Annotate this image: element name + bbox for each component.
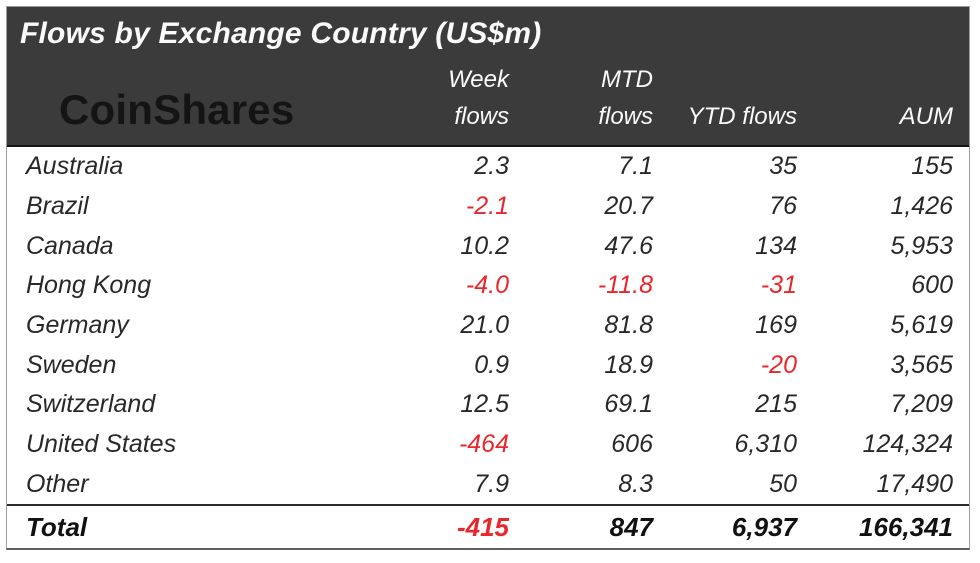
cell-week-flows: 0.9 — [474, 350, 509, 379]
cell-week-flows: -2.1 — [465, 192, 509, 220]
cell-total-ytd-flows: 6,937 — [731, 511, 797, 542]
table-row-canada: Canada 10.2 47.6 134 5,953 — [7, 226, 969, 266]
cell-mtd-flows: 81.8 — [604, 311, 653, 340]
cell-mtd-flows: 606 — [611, 430, 653, 459]
cell-aum: 5,619 — [890, 311, 953, 340]
brand-cell: CoinShares — [19, 89, 391, 135]
cell-mtd-flows: 18.9 — [604, 350, 653, 379]
flows-table: Flows by Exchange Country (US$m) CoinSha… — [6, 6, 970, 550]
column-header-ytd-flows: YTD flows — [653, 99, 797, 135]
table-row-germany: Germany 21.0 81.8 169 5,619 — [7, 306, 969, 346]
cell-week-flows: 10.2 — [460, 231, 509, 260]
cell-country: Sweden — [26, 350, 117, 379]
cell-aum: 155 — [911, 152, 953, 181]
cell-aum: 600 — [911, 271, 953, 300]
cell-total-week-flows: -415 — [456, 511, 509, 542]
table-row-brazil: Brazil -2.1 20.7 76 1,426 — [7, 187, 969, 227]
cell-mtd-flows: -11.8 — [597, 271, 653, 300]
cell-week-flows: 2.3 — [474, 152, 509, 181]
cell-country: United States — [26, 430, 177, 459]
cell-ytd-flows: -31 — [760, 271, 797, 300]
cell-week-flows: 12.5 — [460, 390, 509, 419]
cell-aum: 5,953 — [890, 231, 953, 260]
cell-mtd-flows: 69.1 — [604, 390, 653, 419]
coinshares-logo: CoinShares — [59, 86, 295, 133]
column-header-line: MTD — [601, 66, 653, 94]
cell-country: Germany — [26, 311, 129, 340]
table-row-hong-kong: Hong Kong -4.0 -11.8 -31 600 — [7, 266, 969, 306]
cell-ytd-flows: 50 — [769, 469, 797, 498]
cell-total-mtd-flows: 847 — [609, 511, 653, 542]
cell-ytd-flows: 35 — [769, 152, 797, 181]
table-row-australia: Australia 2.3 7.1 35 155 — [7, 147, 969, 187]
table-row-other: Other 7.9 8.3 50 17,490 — [7, 464, 969, 504]
table-body: Australia 2.3 7.1 35 155 Brazil -2.1 20.… — [7, 147, 969, 504]
table-row-switzerland: Switzerland 12.5 69.1 215 7,209 — [7, 385, 969, 425]
table-row-sweden: Sweden 0.9 18.9 -20 3,565 — [7, 345, 969, 385]
cell-aum: 3,565 — [890, 350, 953, 379]
cell-aum: 7,209 — [890, 390, 953, 419]
cell-country: Brazil — [26, 192, 89, 220]
cell-mtd-flows: 7.1 — [618, 152, 653, 181]
cell-country: Other — [26, 469, 89, 498]
column-header-mtd-flows: MTD flows — [509, 62, 653, 135]
cell-week-flows: -4.0 — [465, 271, 509, 300]
cell-total-aum: 166,341 — [859, 511, 953, 542]
table-row-total: Total -415 847 6,937 166,341 — [7, 504, 969, 548]
cell-aum: 124,324 — [862, 430, 953, 459]
cell-mtd-flows: 20.7 — [604, 192, 653, 220]
cell-ytd-flows: -20 — [760, 350, 797, 379]
column-header-line: Week — [448, 66, 509, 94]
table-row-united-states: United States -464 606 6,310 124,324 — [7, 425, 969, 465]
cell-ytd-flows: 6,310 — [734, 430, 797, 459]
cell-mtd-flows: 8.3 — [618, 469, 653, 498]
column-header-row: CoinShares Week flows MTD flows YTD flow… — [7, 52, 969, 145]
cell-country: Canada — [26, 231, 114, 260]
cell-week-flows: -464 — [458, 430, 509, 459]
cell-aum: 17,490 — [876, 469, 953, 498]
column-header-line: flows — [598, 102, 653, 130]
cell-ytd-flows: 134 — [755, 231, 797, 260]
column-header-line: YTD flows — [687, 102, 797, 130]
cell-country: Hong Kong — [26, 271, 152, 300]
cell-ytd-flows: 215 — [755, 390, 797, 419]
cell-total-label: Total — [26, 511, 88, 542]
column-header-line: AUM — [899, 102, 953, 130]
table-title: Flows by Exchange Country (US$m) — [20, 17, 542, 50]
table-header: Flows by Exchange Country (US$m) CoinSha… — [7, 7, 969, 147]
column-header-week-flows: Week flows — [391, 62, 509, 135]
column-header-line: flows — [454, 102, 509, 130]
cell-week-flows: 7.9 — [474, 469, 509, 498]
cell-week-flows: 21.0 — [460, 311, 509, 340]
cell-ytd-flows: 169 — [755, 311, 797, 340]
cell-country: Australia — [26, 152, 124, 181]
column-header-aum: AUM — [797, 99, 953, 135]
cell-mtd-flows: 47.6 — [604, 231, 653, 260]
cell-ytd-flows: 76 — [769, 192, 797, 220]
cell-aum: 1,426 — [890, 192, 953, 220]
cell-country: Switzerland — [26, 390, 156, 419]
